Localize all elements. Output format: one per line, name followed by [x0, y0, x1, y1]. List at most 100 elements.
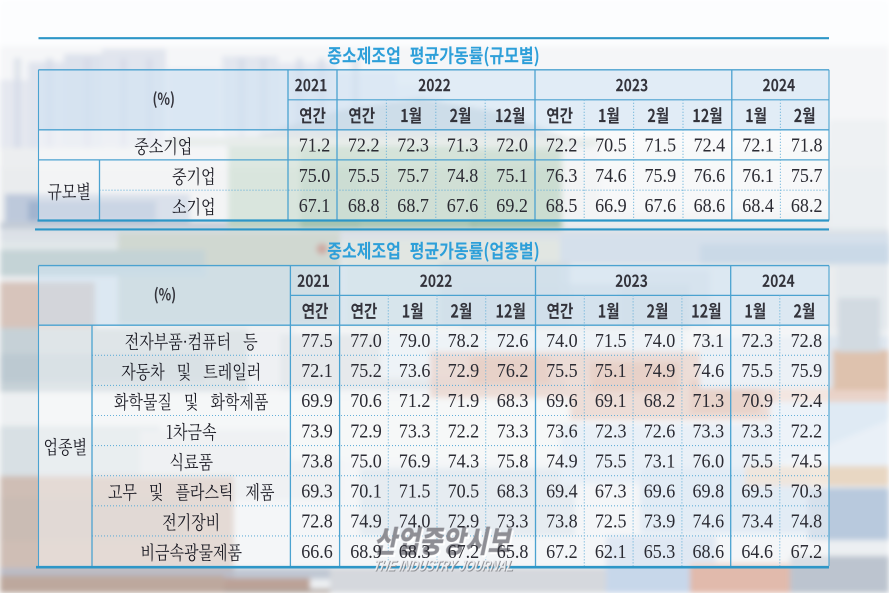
svg-text:74.0: 74.0 — [644, 330, 676, 352]
svg-text:75.1: 75.1 — [595, 360, 627, 382]
svg-text:73.3: 73.3 — [497, 511, 529, 533]
svg-text:67.2: 67.2 — [791, 541, 823, 563]
svg-text:73.3: 73.3 — [399, 420, 431, 442]
svg-text:67.1: 67.1 — [299, 195, 331, 217]
svg-text:75.8: 75.8 — [497, 450, 529, 472]
svg-text:74.9: 74.9 — [350, 511, 382, 533]
svg-text:74.3: 74.3 — [448, 450, 480, 472]
svg-text:74.6: 74.6 — [595, 165, 627, 187]
svg-text:73.1: 73.1 — [693, 330, 725, 352]
svg-text:71.5: 71.5 — [595, 330, 627, 352]
svg-text:72.9: 72.9 — [350, 420, 382, 442]
svg-text:74.9: 74.9 — [546, 450, 578, 472]
svg-text:64.6: 64.6 — [741, 541, 773, 563]
svg-text:75.5: 75.5 — [741, 450, 773, 472]
svg-text:72.5: 72.5 — [595, 511, 627, 533]
svg-text:76.6: 76.6 — [694, 165, 726, 187]
svg-text:69.1: 69.1 — [595, 390, 627, 412]
svg-text:73.1: 73.1 — [644, 450, 676, 472]
svg-text:74.6: 74.6 — [693, 511, 725, 533]
svg-text:67.6: 67.6 — [447, 195, 479, 217]
svg-text:67.3: 67.3 — [595, 481, 627, 503]
svg-text:78.2: 78.2 — [448, 330, 480, 352]
svg-text:68.4: 68.4 — [742, 195, 774, 217]
svg-text:74.8: 74.8 — [447, 165, 479, 187]
svg-text:66.6: 66.6 — [301, 541, 333, 563]
svg-text:69.6: 69.6 — [546, 390, 578, 412]
svg-text:75.0: 75.0 — [299, 165, 331, 187]
svg-text:68.5: 68.5 — [546, 195, 578, 217]
svg-text:76.1: 76.1 — [742, 165, 774, 187]
svg-text:71.5: 71.5 — [645, 135, 677, 157]
svg-text:72.2: 72.2 — [348, 135, 380, 157]
svg-text:70.1: 70.1 — [350, 481, 382, 503]
svg-text:75.5: 75.5 — [348, 165, 380, 187]
svg-text:69.3: 69.3 — [301, 481, 333, 503]
svg-text:73.8: 73.8 — [546, 511, 578, 533]
svg-text:72.9: 72.9 — [448, 360, 480, 382]
svg-text:75.5: 75.5 — [741, 360, 773, 382]
svg-text:65.8: 65.8 — [497, 541, 529, 563]
svg-text:71.3: 71.3 — [693, 390, 725, 412]
svg-text:72.3: 72.3 — [741, 330, 773, 352]
svg-text:69.8: 69.8 — [693, 481, 725, 503]
svg-text:75.5: 75.5 — [595, 450, 627, 472]
svg-text:75.5: 75.5 — [546, 360, 578, 382]
svg-text:73.3: 73.3 — [693, 420, 725, 442]
svg-text:73.4: 73.4 — [741, 511, 773, 533]
svg-text:75.9: 75.9 — [791, 360, 823, 382]
svg-text:72.3: 72.3 — [397, 135, 429, 157]
svg-text:70.9: 70.9 — [741, 390, 773, 412]
svg-text:66.9: 66.9 — [595, 195, 627, 217]
svg-text:67.2: 67.2 — [546, 541, 578, 563]
svg-text:69.5: 69.5 — [741, 481, 773, 503]
svg-text:62.1: 62.1 — [595, 541, 627, 563]
svg-text:72.8: 72.8 — [301, 511, 333, 533]
svg-text:73.6: 73.6 — [399, 360, 431, 382]
svg-text:68.9: 68.9 — [350, 541, 382, 563]
svg-text:77.5: 77.5 — [301, 330, 333, 352]
svg-text:72.1: 72.1 — [742, 135, 774, 157]
svg-text:72.4: 72.4 — [791, 390, 823, 412]
svg-text:68.7: 68.7 — [397, 195, 429, 217]
svg-text:76.9: 76.9 — [399, 450, 431, 472]
svg-text:THE INDUSTRY JOURNAL: THE INDUSTRY JOURNAL — [373, 558, 517, 575]
svg-text:72.8: 72.8 — [791, 330, 823, 352]
svg-text:70.6: 70.6 — [350, 390, 382, 412]
svg-text:74.0: 74.0 — [546, 330, 578, 352]
svg-text:70.5: 70.5 — [595, 135, 627, 157]
svg-text:75.9: 75.9 — [645, 165, 677, 187]
svg-text:72.4: 72.4 — [694, 135, 726, 157]
svg-text:71.8: 71.8 — [791, 135, 823, 157]
svg-text:74.0: 74.0 — [399, 511, 431, 533]
svg-text:68.2: 68.2 — [791, 195, 823, 217]
svg-text:68.2: 68.2 — [644, 390, 676, 412]
svg-text:68.3: 68.3 — [497, 390, 529, 412]
svg-text:71.3: 71.3 — [447, 135, 479, 157]
svg-text:79.0: 79.0 — [399, 330, 431, 352]
svg-text:72.2: 72.2 — [791, 420, 823, 442]
svg-text:72.0: 72.0 — [496, 135, 528, 157]
svg-text:73.8: 73.8 — [301, 450, 333, 472]
svg-text:76.3: 76.3 — [546, 165, 578, 187]
svg-text:72.6: 72.6 — [644, 420, 676, 442]
svg-text:73.6: 73.6 — [546, 420, 578, 442]
svg-text:74.6: 74.6 — [693, 360, 725, 382]
svg-text:73.9: 73.9 — [301, 420, 333, 442]
svg-text:69.9: 69.9 — [301, 390, 333, 412]
svg-text:70.5: 70.5 — [448, 481, 480, 503]
svg-text:71.2: 71.2 — [299, 135, 331, 157]
svg-text:76.2: 76.2 — [497, 360, 529, 382]
svg-text:75.7: 75.7 — [397, 165, 429, 187]
svg-text:69.2: 69.2 — [496, 195, 528, 217]
svg-text:72.6: 72.6 — [497, 330, 529, 352]
svg-text:69.6: 69.6 — [644, 481, 676, 503]
svg-text:75.7: 75.7 — [791, 165, 823, 187]
svg-text:68.3: 68.3 — [399, 541, 431, 563]
svg-text:72.3: 72.3 — [595, 420, 627, 442]
svg-text:70.3: 70.3 — [791, 481, 823, 503]
svg-text:68.6: 68.6 — [694, 195, 726, 217]
svg-text:74.9: 74.9 — [644, 360, 676, 382]
svg-text:74.5: 74.5 — [791, 450, 823, 472]
svg-text:72.2: 72.2 — [546, 135, 578, 157]
